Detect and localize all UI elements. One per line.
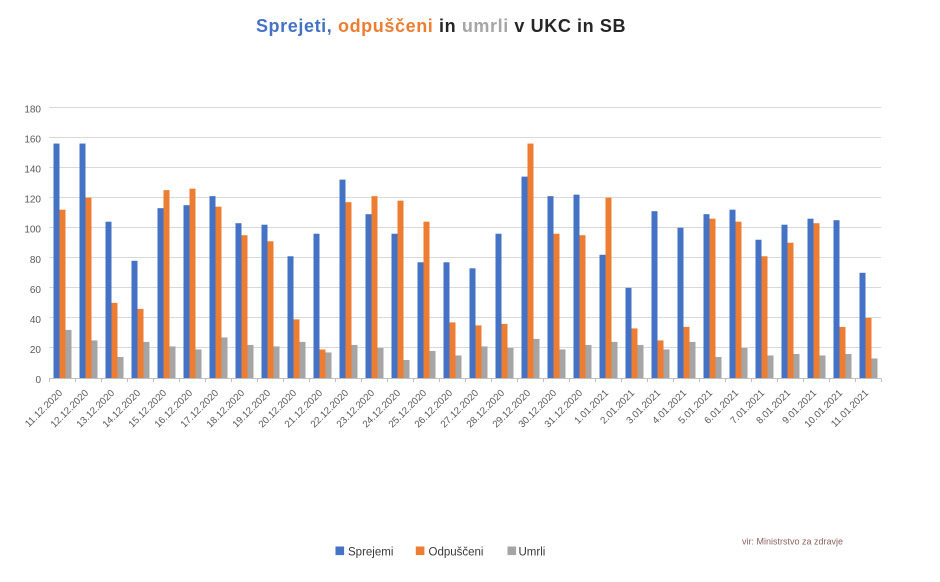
svg-text:40: 40 [30,315,42,326]
svg-text:160: 160 [24,135,41,146]
svg-text:0: 0 [35,375,41,386]
svg-text:vir: Ministrstvo za zdravje: vir: Ministrstvo za zdravje [742,537,843,547]
svg-text:Sprejemi: Sprejemi [348,547,393,559]
svg-text:20: 20 [30,345,42,356]
svg-text:Odpuščeni: Odpuščeni [429,547,484,559]
svg-text:100: 100 [24,225,41,236]
svg-text:60: 60 [30,285,42,296]
svg-text:180: 180 [24,105,41,116]
svg-text:140: 140 [24,165,41,176]
svg-text:Umrli: Umrli [519,547,546,559]
svg-text:80: 80 [30,255,42,266]
svg-text:120: 120 [24,195,41,206]
svg-text:Sprejeti, odpuščeni in umrli v: Sprejeti, odpuščeni in umrli v UKC in SB [256,16,626,36]
